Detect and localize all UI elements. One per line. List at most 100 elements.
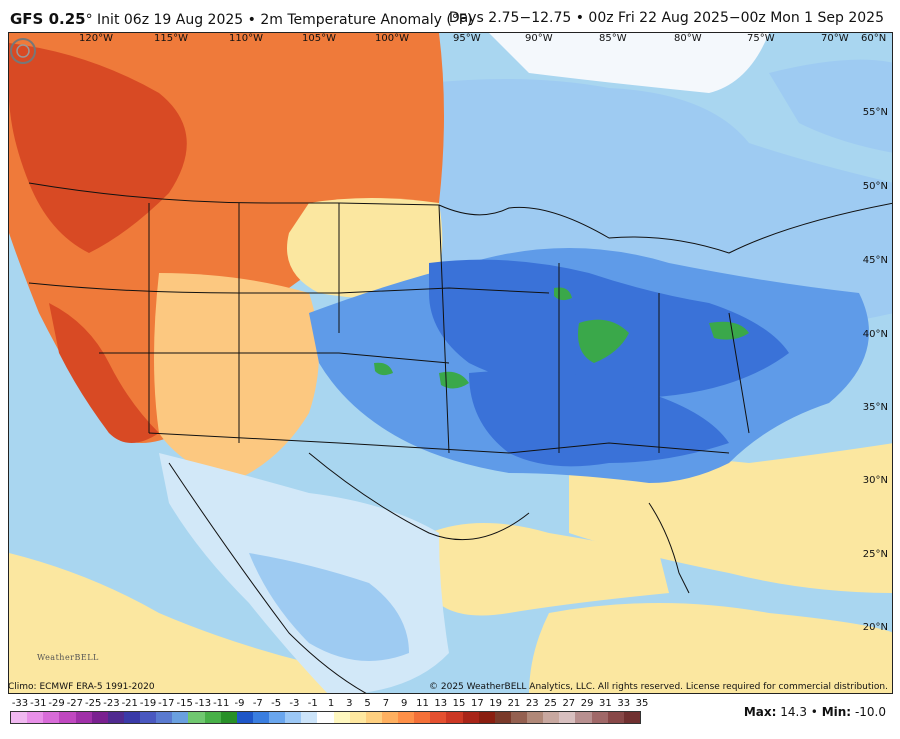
colorbar-tick-label: 1 [327, 698, 335, 709]
colorbar-tick-label: -3 [289, 698, 300, 709]
colorbar-segment [91, 712, 108, 723]
lon-label: 70°W [821, 33, 849, 44]
weatherbell-logo-icon [10, 38, 36, 64]
colorbar-tick-label: 19 [489, 698, 503, 709]
lat-label: 55°N [862, 107, 888, 118]
colorbar-segment [59, 712, 76, 723]
colorbar-tick-label: 21 [507, 698, 521, 709]
max-label: Max: [743, 705, 777, 719]
colorbar-segment [349, 712, 366, 723]
logo-text: WeatherBELL [37, 653, 99, 662]
min-value: -10.0 [854, 705, 886, 719]
lat-label: 35°N [862, 402, 888, 413]
lon-label: 115°W [154, 33, 188, 44]
field-name: 2m Temperature Anomaly (°F) [260, 12, 473, 28]
colorbar-tick-label: -27 [66, 698, 84, 709]
separator: • [247, 12, 256, 28]
colorbar-segment [236, 712, 253, 723]
neutral-nw-canada [489, 33, 769, 93]
colorbar-segment [123, 712, 140, 723]
colorbar-tick-label: 27 [562, 698, 576, 709]
init-time: Init 06z 19 Aug 2025 [97, 12, 244, 28]
colorbar-segment [591, 712, 608, 723]
min-label: Min: [821, 705, 852, 719]
cool-south [469, 370, 729, 467]
lat-label: 45°N [862, 255, 888, 266]
warm-plains [287, 198, 443, 298]
max-min-readout: Max: 14.3 • Min: -10.0 [744, 705, 886, 719]
colorbar-tick-label: -1 [307, 698, 318, 709]
cool-labrador [769, 59, 892, 153]
colorbar [10, 711, 641, 724]
green-pa [709, 321, 749, 340]
lon-label: 90°W [525, 33, 553, 44]
colorbar-tick-label: -19 [139, 698, 157, 709]
colorbar-tick-label: -21 [121, 698, 138, 709]
lat-label: 20°N [862, 622, 888, 633]
colorbar-segment [446, 712, 463, 723]
colorbar-tick-label: -23 [103, 698, 120, 709]
colorbar-segment [301, 712, 318, 723]
degree-symbol: ° [85, 12, 93, 28]
colorbar-tick-label: 15 [452, 698, 466, 709]
colorbar-segment [204, 712, 221, 723]
lat-label: 50°N [862, 181, 888, 192]
colorbar-segment [478, 712, 495, 723]
lat-label: 25°N [862, 549, 888, 560]
map-canvas [9, 33, 892, 693]
colorbar-segment [430, 712, 447, 723]
colorbar-segment [285, 712, 302, 723]
colorbar-tick-label: -11 [213, 698, 230, 709]
green-ohio [578, 319, 629, 363]
colorbar-segment [365, 712, 382, 723]
warm-caribbean [529, 603, 892, 693]
colorbar-segment [414, 712, 431, 723]
colorbar-tick-label: -29 [48, 698, 65, 709]
colorbar-segment [269, 712, 286, 723]
colorbar-segment [381, 712, 398, 723]
colorbar-segment [11, 712, 28, 723]
copyright-note: © 2025 WeatherBELL Analytics, LLC. All r… [429, 682, 888, 692]
colorbar-tick-label: 29 [580, 698, 594, 709]
colorbar-tick-label: 35 [635, 698, 649, 709]
climo-note: Climo: ECMWF ERA-5 1991-2020 [8, 682, 155, 692]
colorbar-segment [27, 712, 44, 723]
lat-label: 40°N [862, 329, 888, 340]
colorbar-segment [75, 712, 92, 723]
colorbar-tick-label: 13 [434, 698, 448, 709]
header: GFS 0.25° Init 06z 19 Aug 2025 • 2m Temp… [0, 0, 900, 32]
colorbar-segment [607, 712, 624, 723]
colorbar-tick-label: 23 [525, 698, 539, 709]
max-value: 14.3 [780, 705, 807, 719]
colorbar-segment [43, 712, 60, 723]
warm-southwest [154, 273, 319, 483]
hot-west-core [9, 43, 187, 253]
colorbar-segment [317, 712, 334, 723]
warm-pacific [9, 553, 366, 693]
colorbar-tick-label: 11 [416, 698, 429, 709]
lon-label: 60°N [861, 33, 887, 44]
lon-label: 100°W [375, 33, 409, 44]
colorbar-tick-label: -15 [176, 698, 193, 709]
lon-label: 85°W [599, 33, 627, 44]
colorbar-tick-label: -5 [271, 698, 282, 709]
colorbar-segment [527, 712, 544, 723]
model-name: GFS 0.25 [10, 10, 86, 28]
colorbar-tick-label: 33 [617, 698, 631, 709]
colorbar-tick-label: -17 [158, 698, 175, 709]
cool-mexico-2 [249, 553, 409, 661]
colorbar-segment [188, 712, 205, 723]
anomaly-map: 120°W 115°W 110°W 105°W 100°W 95°W 90°W … [8, 32, 893, 694]
colorbar-tick-label: 7 [382, 698, 390, 709]
colorbar-tick-label: 5 [364, 698, 371, 709]
boundaries [28, 182, 892, 693]
lon-label: 110°W [229, 33, 263, 44]
lat-label: 30°N [862, 475, 888, 486]
colorbar-segment [510, 712, 527, 723]
colorbar-segment [140, 712, 157, 723]
hot-california [49, 303, 159, 443]
colorbar-segment [559, 712, 576, 723]
colorbar-segment [156, 712, 173, 723]
colorbar-segment [398, 712, 415, 723]
colorbar-tick-label: 31 [599, 698, 612, 709]
